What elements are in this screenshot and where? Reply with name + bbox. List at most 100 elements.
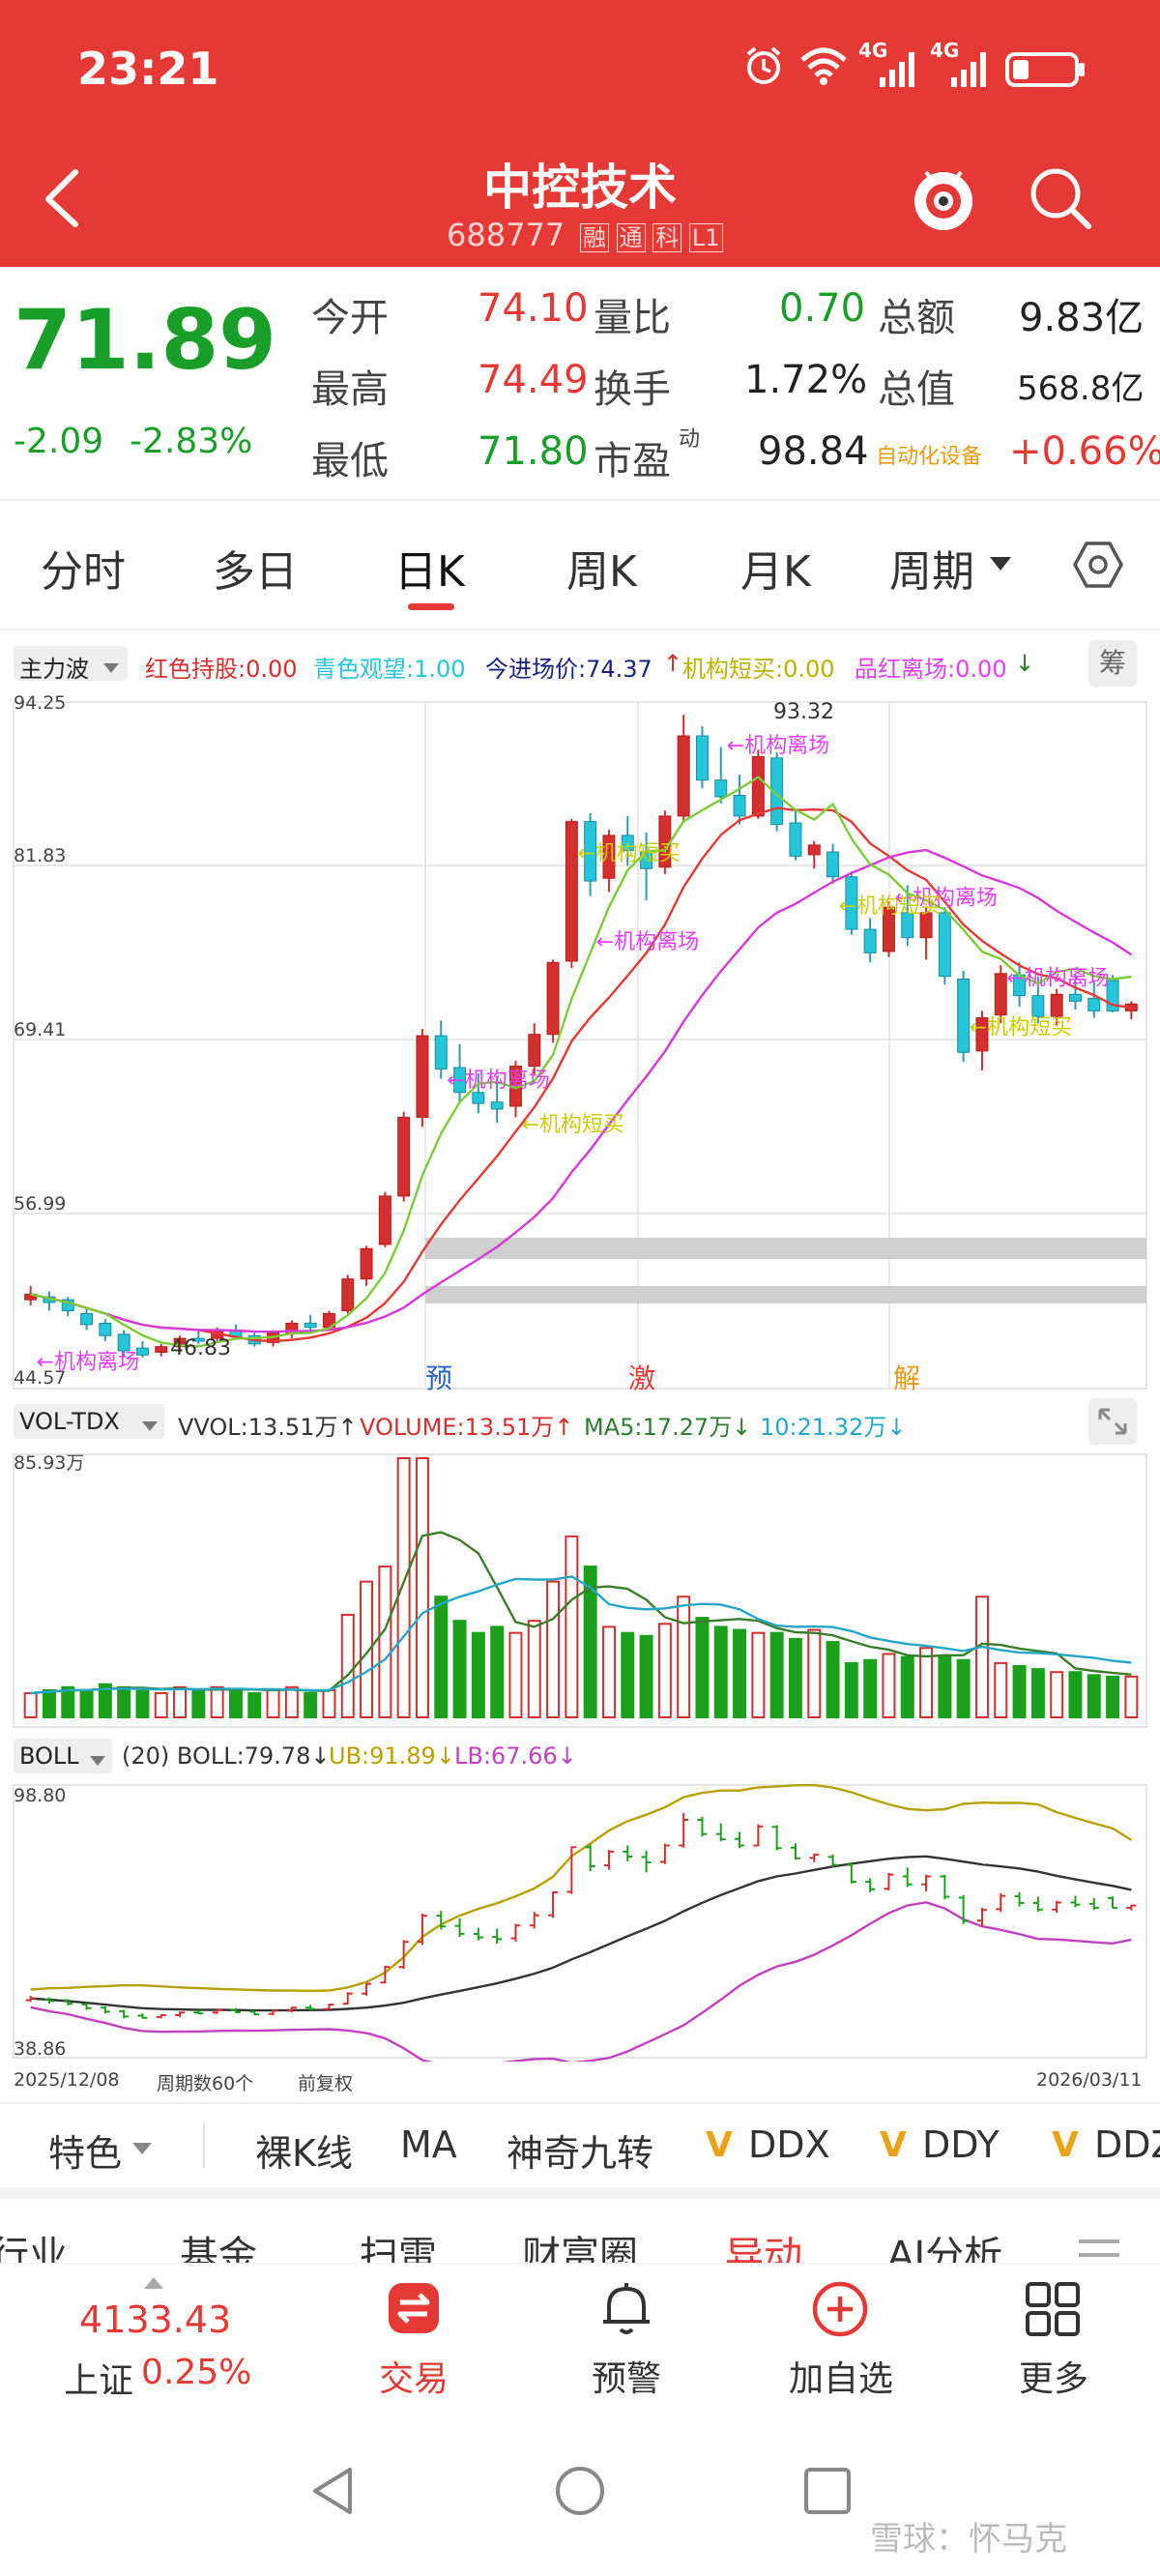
expand-icon[interactable] <box>1088 1398 1137 1445</box>
volume-bar <box>173 1685 188 1719</box>
candle-body <box>807 844 821 856</box>
candle-body <box>1088 998 1101 1011</box>
volume-bar <box>994 1661 1008 1718</box>
back-icon[interactable] <box>39 164 87 236</box>
index-change[interactable]: 0.25% <box>141 2353 252 2392</box>
section-tab-wealth-circle[interactable]: 财富圈 <box>522 2234 638 2263</box>
signal-label: ←机构离场 <box>447 1068 549 1093</box>
section-tab-risk-scan[interactable]: 扫雷 <box>360 2234 437 2263</box>
candle-body <box>135 1347 149 1356</box>
tab-daily-k[interactable]: 日K <box>394 547 465 597</box>
price-change: -2.09 <box>14 422 104 461</box>
caret-down-icon <box>89 1752 106 1771</box>
candle-body <box>882 906 895 952</box>
boll-value-lb: LB:67.66↓ <box>454 1742 577 1770</box>
tab-period[interactable]: 周期 <box>889 547 974 597</box>
last-price: 71.89 <box>14 292 277 389</box>
back-triangle-icon[interactable] <box>307 2464 358 2522</box>
volume-bar <box>733 1628 747 1718</box>
nav-add-watchlist[interactable]: 加自选 <box>788 2359 893 2399</box>
ma5-line <box>30 776 1132 1348</box>
feature-selector[interactable]: 特色 <box>48 2132 123 2175</box>
indicator-name: 主力波 <box>19 656 89 683</box>
index-value[interactable]: 4133.43 <box>79 2298 232 2341</box>
home-circle-icon[interactable] <box>553 2464 607 2522</box>
option-ddz[interactable]: DDZ <box>1094 2123 1160 2166</box>
volume-chart <box>13 1453 1147 1728</box>
signal-label: ←机构短买 <box>577 842 680 866</box>
section-tabs: 行业 基金 扫雷 财富圈 异动 AI分析 <box>0 2199 1160 2263</box>
event-marker-ji[interactable]: 激 <box>628 1362 656 1394</box>
settings-hexagon-icon[interactable] <box>1071 538 1125 596</box>
volume-bar <box>1124 1675 1139 1719</box>
section-tab-industry[interactable]: 行业 <box>0 2234 68 2263</box>
option-naked-k[interactable]: 裸K线 <box>255 2132 353 2175</box>
divider <box>203 2123 205 2168</box>
volume-bar <box>452 1620 467 1718</box>
alarm-icon <box>742 44 785 91</box>
section-tab-fund[interactable]: 基金 <box>180 2234 257 2263</box>
boll-indicator-selector[interactable]: BOLL <box>14 1739 112 1773</box>
nav-more[interactable]: 更多 <box>1018 2359 1088 2399</box>
high-point-label: 93.32 <box>773 700 834 724</box>
option-ma[interactable]: MA <box>400 2123 457 2166</box>
bell-icon[interactable] <box>599 2279 653 2341</box>
open-value: 74.10 <box>478 286 589 331</box>
watermark: 雪球：怀马克 <box>870 2520 1067 2559</box>
volume-bar <box>621 1631 635 1719</box>
adjust-mode[interactable]: 前复权 <box>298 2073 354 2094</box>
candle-body <box>826 851 840 878</box>
volume-bar <box>565 1535 579 1718</box>
stock-code: 688777 <box>447 217 566 253</box>
volume-bar <box>266 1688 280 1719</box>
tab-intraday[interactable]: 分时 <box>41 547 126 597</box>
search-icon[interactable] <box>1027 164 1096 238</box>
nav-trade[interactable]: 交易 <box>378 2359 449 2399</box>
vol-indicator-selector[interactable]: VOL-TDX <box>14 1404 164 1439</box>
divider <box>0 499 1160 501</box>
volume-bar <box>844 1661 858 1718</box>
add-watchlist-icon[interactable] <box>810 2279 870 2343</box>
option-magic-nine[interactable]: 神奇九转 <box>507 2132 654 2175</box>
signal-labels: ←机构离场←机构离场←机构离场←机构短买←机构离场←机构短买←机构离场←机构短买… <box>37 734 1110 1374</box>
volume-bar <box>247 1692 262 1719</box>
indicator-selector[interactable]: 主力波 <box>14 646 128 683</box>
option-ddy[interactable]: DDY <box>922 2123 1000 2166</box>
recents-square-icon[interactable] <box>802 2466 853 2520</box>
chip-distribution-button[interactable]: 筹 <box>1088 640 1137 687</box>
signal-label: ←机构短买 <box>839 894 942 919</box>
grid-more-icon[interactable] <box>1025 2281 1081 2341</box>
event-marker-jie[interactable]: 解 <box>893 1362 921 1394</box>
sliders-icon[interactable] <box>1075 2234 1123 2263</box>
mascot-icon[interactable] <box>909 159 978 240</box>
price-axis-tick: 56.99 <box>14 1193 67 1215</box>
boll-ub-line <box>30 1783 1133 1993</box>
signal-label: ←机构离场 <box>37 1351 139 1375</box>
caret-down-icon[interactable] <box>988 555 1013 576</box>
boll-mid-line <box>30 1855 1132 2012</box>
price-change-pct: -2.83% <box>130 422 253 461</box>
candle-body <box>99 1322 112 1336</box>
event-marker-pre[interactable]: 预 <box>425 1362 453 1394</box>
period-count: 周期数60个 <box>157 2073 254 2094</box>
caret-down-icon[interactable] <box>131 2141 153 2159</box>
tab-multi-day[interactable]: 多日 <box>213 547 298 597</box>
tab-weekly-k[interactable]: 周K <box>566 547 637 597</box>
candlestick-chart[interactable]: ←机构离场←机构离场←机构离场←机构短买←机构离场←机构短买←机构离场←机构短买… <box>0 688 1160 1400</box>
trade-icon[interactable] <box>385 2279 443 2341</box>
volume-bar <box>1012 1664 1027 1719</box>
section-tab-movement[interactable]: 异动 <box>725 2234 802 2263</box>
vip-icon: V <box>706 2125 733 2165</box>
volume-bar <box>360 1580 374 1718</box>
tab-monthly-k[interactable]: 月K <box>740 547 811 597</box>
option-ddx[interactable]: DDX <box>748 2123 830 2166</box>
candle-body <box>938 912 951 978</box>
volume-bar <box>508 1631 523 1719</box>
price-axis-tick: 44.57 <box>14 1367 67 1389</box>
index-name[interactable]: 上证 <box>64 2361 134 2401</box>
sector-name[interactable]: 自动化设备 <box>876 445 983 469</box>
section-tab-ai-analysis[interactable]: AI分析 <box>887 2234 1003 2263</box>
volume-bar <box>471 1631 485 1719</box>
nav-alert[interactable]: 预警 <box>591 2359 661 2399</box>
boll-axis-bottom: 38.86 <box>14 2038 67 2060</box>
